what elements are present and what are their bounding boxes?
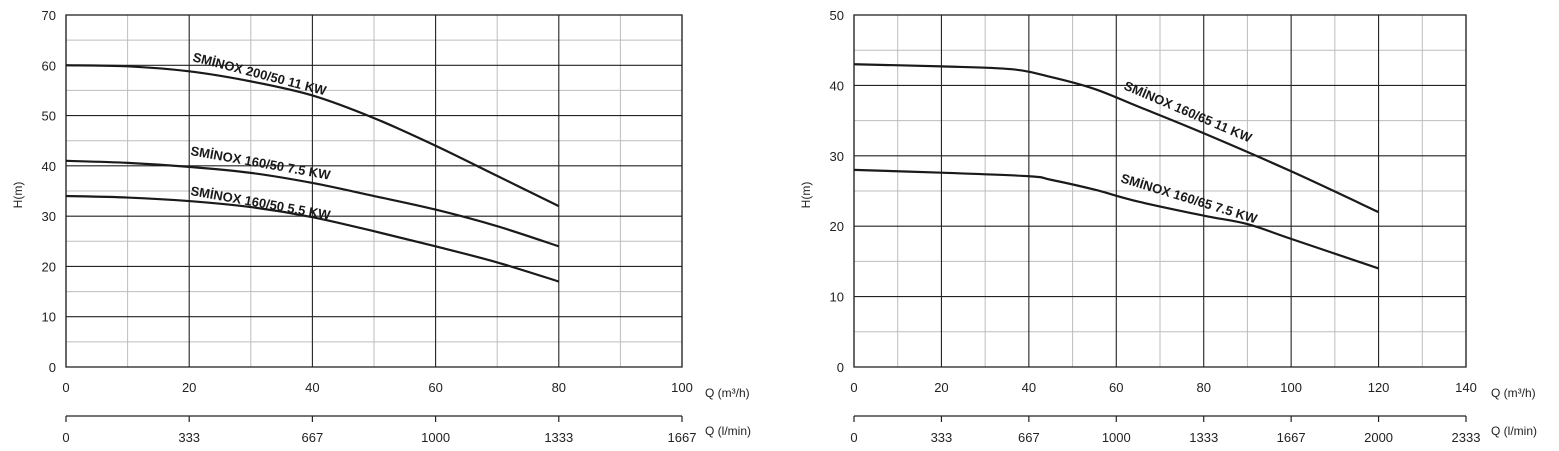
secondary-x-tick-label: 667 <box>1018 430 1040 445</box>
x-tick-label: 0 <box>62 380 69 395</box>
secondary-x-tick-label: 2333 <box>1452 430 1481 445</box>
x-tick-label: 80 <box>552 380 566 395</box>
series-curve <box>853 63 1380 214</box>
x-tick-label: 100 <box>1280 380 1302 395</box>
y-tick-label: 60 <box>42 58 56 73</box>
secondary-x-axis-title: Q (l/min) <box>1491 424 1537 438</box>
x-tick-label: 20 <box>934 380 948 395</box>
y-tick-label: 10 <box>830 290 844 305</box>
secondary-x-tick-label: 667 <box>302 430 324 445</box>
y-tick-label: 30 <box>830 149 844 164</box>
secondary-x-tick-label: 1333 <box>544 430 573 445</box>
y-tick-label: 10 <box>42 310 56 325</box>
series-curve <box>65 159 560 248</box>
y-tick-label: 40 <box>830 78 844 93</box>
y-tick-label: 70 <box>42 8 56 23</box>
series-label: SMİNOX 160/65 11 KW <box>1122 78 1255 146</box>
y-tick-label: 50 <box>42 109 56 124</box>
series-label: SMİNOX 160/50 7.5 KW <box>189 143 332 182</box>
secondary-x-tick-label: 333 <box>178 430 200 445</box>
y-tick-label: 30 <box>42 209 56 224</box>
y-tick-label: 50 <box>830 8 844 23</box>
x-tick-label: 20 <box>182 380 196 395</box>
x-tick-label: 120 <box>1368 380 1390 395</box>
x-tick-label: 40 <box>305 380 319 395</box>
x-tick-label: 40 <box>1022 380 1036 395</box>
x-tick-label: 60 <box>1109 380 1123 395</box>
series-curve <box>853 168 1379 270</box>
secondary-x-tick-label: 1000 <box>1102 430 1131 445</box>
x-axis-title: Q (m³/h) <box>705 386 750 400</box>
secondary-x-tick-label: 2000 <box>1364 430 1393 445</box>
y-axis-title: H(m) <box>11 182 25 209</box>
x-tick-label: 60 <box>428 380 442 395</box>
plot-frame <box>853 14 1467 368</box>
y-tick-label: 20 <box>830 219 844 234</box>
series-curve <box>65 64 560 208</box>
y-tick-label: 0 <box>49 360 56 375</box>
secondary-x-tick-label: 0 <box>850 430 857 445</box>
secondary-x-tick-label: 0 <box>62 430 69 445</box>
y-tick-label: 0 <box>837 360 844 375</box>
series-label: SMİNOX 160/65 7.5 KW <box>1119 171 1260 227</box>
plot-frame <box>65 14 683 368</box>
x-tick-label: 100 <box>671 380 693 395</box>
y-axis-title: H(m) <box>799 182 813 209</box>
secondary-x-tick-label: 1667 <box>668 430 697 445</box>
x-tick-label: 0 <box>850 380 857 395</box>
secondary-x-tick-label: 1667 <box>1277 430 1306 445</box>
x-axis-title: Q (m³/h) <box>1491 386 1536 400</box>
y-tick-label: 20 <box>42 259 56 274</box>
secondary-x-tick-label: 1000 <box>421 430 450 445</box>
secondary-x-axis-title: Q (l/min) <box>705 424 751 438</box>
secondary-x-tick-label: 1333 <box>1189 430 1218 445</box>
y-tick-label: 40 <box>42 159 56 174</box>
secondary-x-tick-label: 333 <box>931 430 953 445</box>
right-pump-curve-chart: 0 10 20 30 40 50 0 20 40 60 80 100 120 140 0 333 667 1000… <box>799 8 1537 445</box>
series-curve <box>65 194 560 283</box>
x-tick-label: 80 <box>1196 380 1210 395</box>
x-tick-label: 140 <box>1455 380 1477 395</box>
